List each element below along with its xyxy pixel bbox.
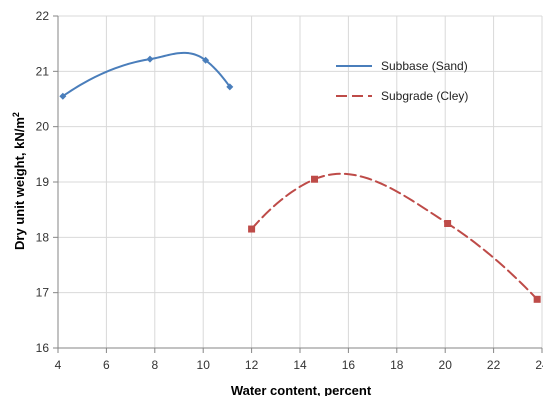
legend: Subbase (Sand) Subgrade (Cley) [336, 59, 468, 103]
y-tick-label-6: 22 [36, 9, 50, 23]
y-tick-label-5: 21 [36, 64, 50, 78]
x-tick-label-8: 20 [439, 358, 453, 372]
y-tick-label-1: 17 [36, 286, 50, 300]
y-axis-title-superscript: 2 [11, 112, 21, 117]
tick-labels: 16 17 18 19 20 21 22 4 6 8 10 12 14 16 18 20 22 24 [36, 9, 543, 372]
series-0-point-2 [202, 56, 210, 64]
series-layer [59, 51, 541, 303]
x-tick-label-3: 10 [197, 358, 211, 372]
x-tick-label-5: 14 [293, 358, 307, 372]
series-0-point-1 [146, 55, 154, 63]
legend-label-subbase: Subbase (Sand) [381, 59, 468, 73]
series-line-1 [250, 172, 539, 301]
x-tick-label-2: 8 [151, 358, 158, 372]
series-1-point-3 [533, 295, 541, 303]
grid [53, 15, 543, 353]
series-1-point-1 [311, 175, 319, 183]
series-0-point-3 [226, 83, 234, 91]
y-tick-label-4: 20 [36, 120, 50, 134]
series-line-0 [61, 51, 231, 98]
x-axis-title: Water content, percent [231, 383, 372, 396]
y-tick-label-3: 19 [36, 175, 50, 189]
y-axis-title-text: Dry unit weight, kN/m [12, 117, 27, 250]
x-tick-label-6: 16 [342, 358, 356, 372]
x-tick-label-0: 4 [55, 358, 62, 372]
x-tick-label-10: 24 [535, 358, 543, 372]
y-tick-label-2: 18 [36, 230, 50, 244]
series-0-point-0 [59, 92, 67, 100]
legend-label-subgrade: Subgrade (Cley) [381, 89, 468, 103]
y-axis-title: Dry unit weight, kN/m2 [11, 112, 27, 250]
y-tick-label-0: 16 [36, 341, 50, 355]
series-1-point-2 [444, 220, 452, 227]
x-tick-label-9: 22 [487, 358, 501, 372]
x-tick-label-1: 6 [103, 358, 110, 372]
series-1-point-0 [248, 225, 256, 233]
x-tick-label-4: 12 [245, 358, 259, 372]
x-tick-label-7: 18 [390, 358, 404, 372]
